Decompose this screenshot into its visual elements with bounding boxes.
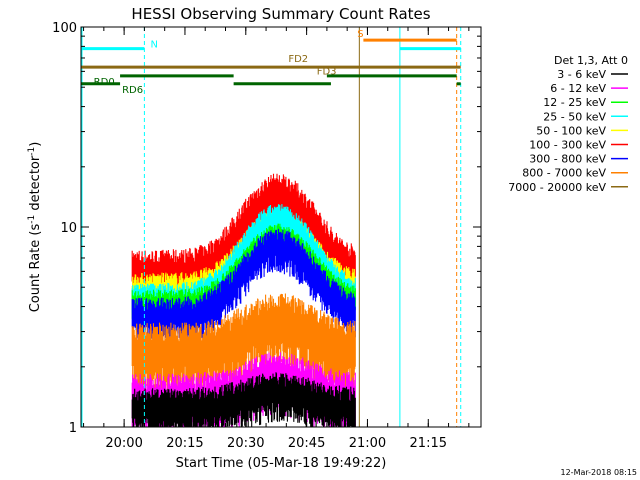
legend-entry-label: 7000 - 20000 keV bbox=[508, 181, 606, 194]
data-layer bbox=[131, 173, 356, 427]
legend-entry-label: 12 - 25 keV bbox=[543, 96, 606, 109]
x-tick-label: 21:00 bbox=[349, 436, 386, 451]
y-axis-title-mid: detector bbox=[28, 155, 43, 215]
y-axis-title-sup1: -1 bbox=[27, 215, 37, 224]
series-800-7000-kev bbox=[131, 293, 356, 403]
legend-entry-label: 300 - 800 keV bbox=[529, 153, 606, 166]
legend-entry-label: 3 - 6 keV bbox=[557, 68, 606, 81]
legend-entry-label: 50 - 100 keV bbox=[536, 124, 606, 137]
x-axis-title: Start Time (05-Mar-18 19:49:22) bbox=[176, 456, 387, 471]
overlay-layer: NSFD2FD3RD0RD6 bbox=[81, 27, 462, 427]
y-axis-title-main: Count Rate (s bbox=[28, 224, 43, 313]
legend-entry-label: 100 - 300 keV bbox=[529, 139, 606, 152]
state-label-fd2: FD2 bbox=[288, 54, 308, 65]
y-axis-title-sup2: -1 bbox=[27, 147, 37, 156]
series-trace bbox=[131, 293, 356, 403]
series-trace bbox=[131, 372, 356, 427]
y-axis-title-end: ) bbox=[28, 142, 43, 147]
x-tick-label: 20:30 bbox=[227, 436, 264, 451]
y-tick-label: 1 bbox=[69, 421, 77, 436]
state-label-n: N bbox=[150, 40, 157, 51]
y-axis-title: Count Rate (s-1 detector-1) bbox=[27, 142, 43, 313]
x-tick-label: 21:15 bbox=[410, 436, 447, 451]
state-label-s: S bbox=[357, 29, 363, 40]
chart-title: HESSI Observing Summary Count Rates bbox=[131, 5, 430, 23]
x-tick-label: 20:45 bbox=[288, 436, 325, 451]
legend-entry-label: 6 - 12 keV bbox=[550, 82, 606, 95]
legend-header: Det 1,3, Att 0 bbox=[554, 54, 628, 67]
state-label-fd3: FD3 bbox=[317, 66, 337, 77]
legend-entry-label: 800 - 7000 keV bbox=[522, 167, 606, 180]
y-tick-label: 100 bbox=[52, 21, 77, 36]
y-tick-label: 10 bbox=[60, 221, 77, 236]
x-tick-label: 20:15 bbox=[166, 436, 203, 451]
tick-layer: 20:00 20:15 20:30 20:45 21:00 21:15 1 10 100 bbox=[52, 21, 481, 451]
legend-entry-label: 25 - 50 keV bbox=[543, 110, 606, 123]
timestamp: 12-Mar-2018 08:15 bbox=[561, 468, 638, 477]
state-label-rd6: RD6 bbox=[122, 85, 143, 96]
x-tick-label: 20:00 bbox=[105, 436, 142, 451]
series-3-6-kev bbox=[131, 372, 356, 427]
